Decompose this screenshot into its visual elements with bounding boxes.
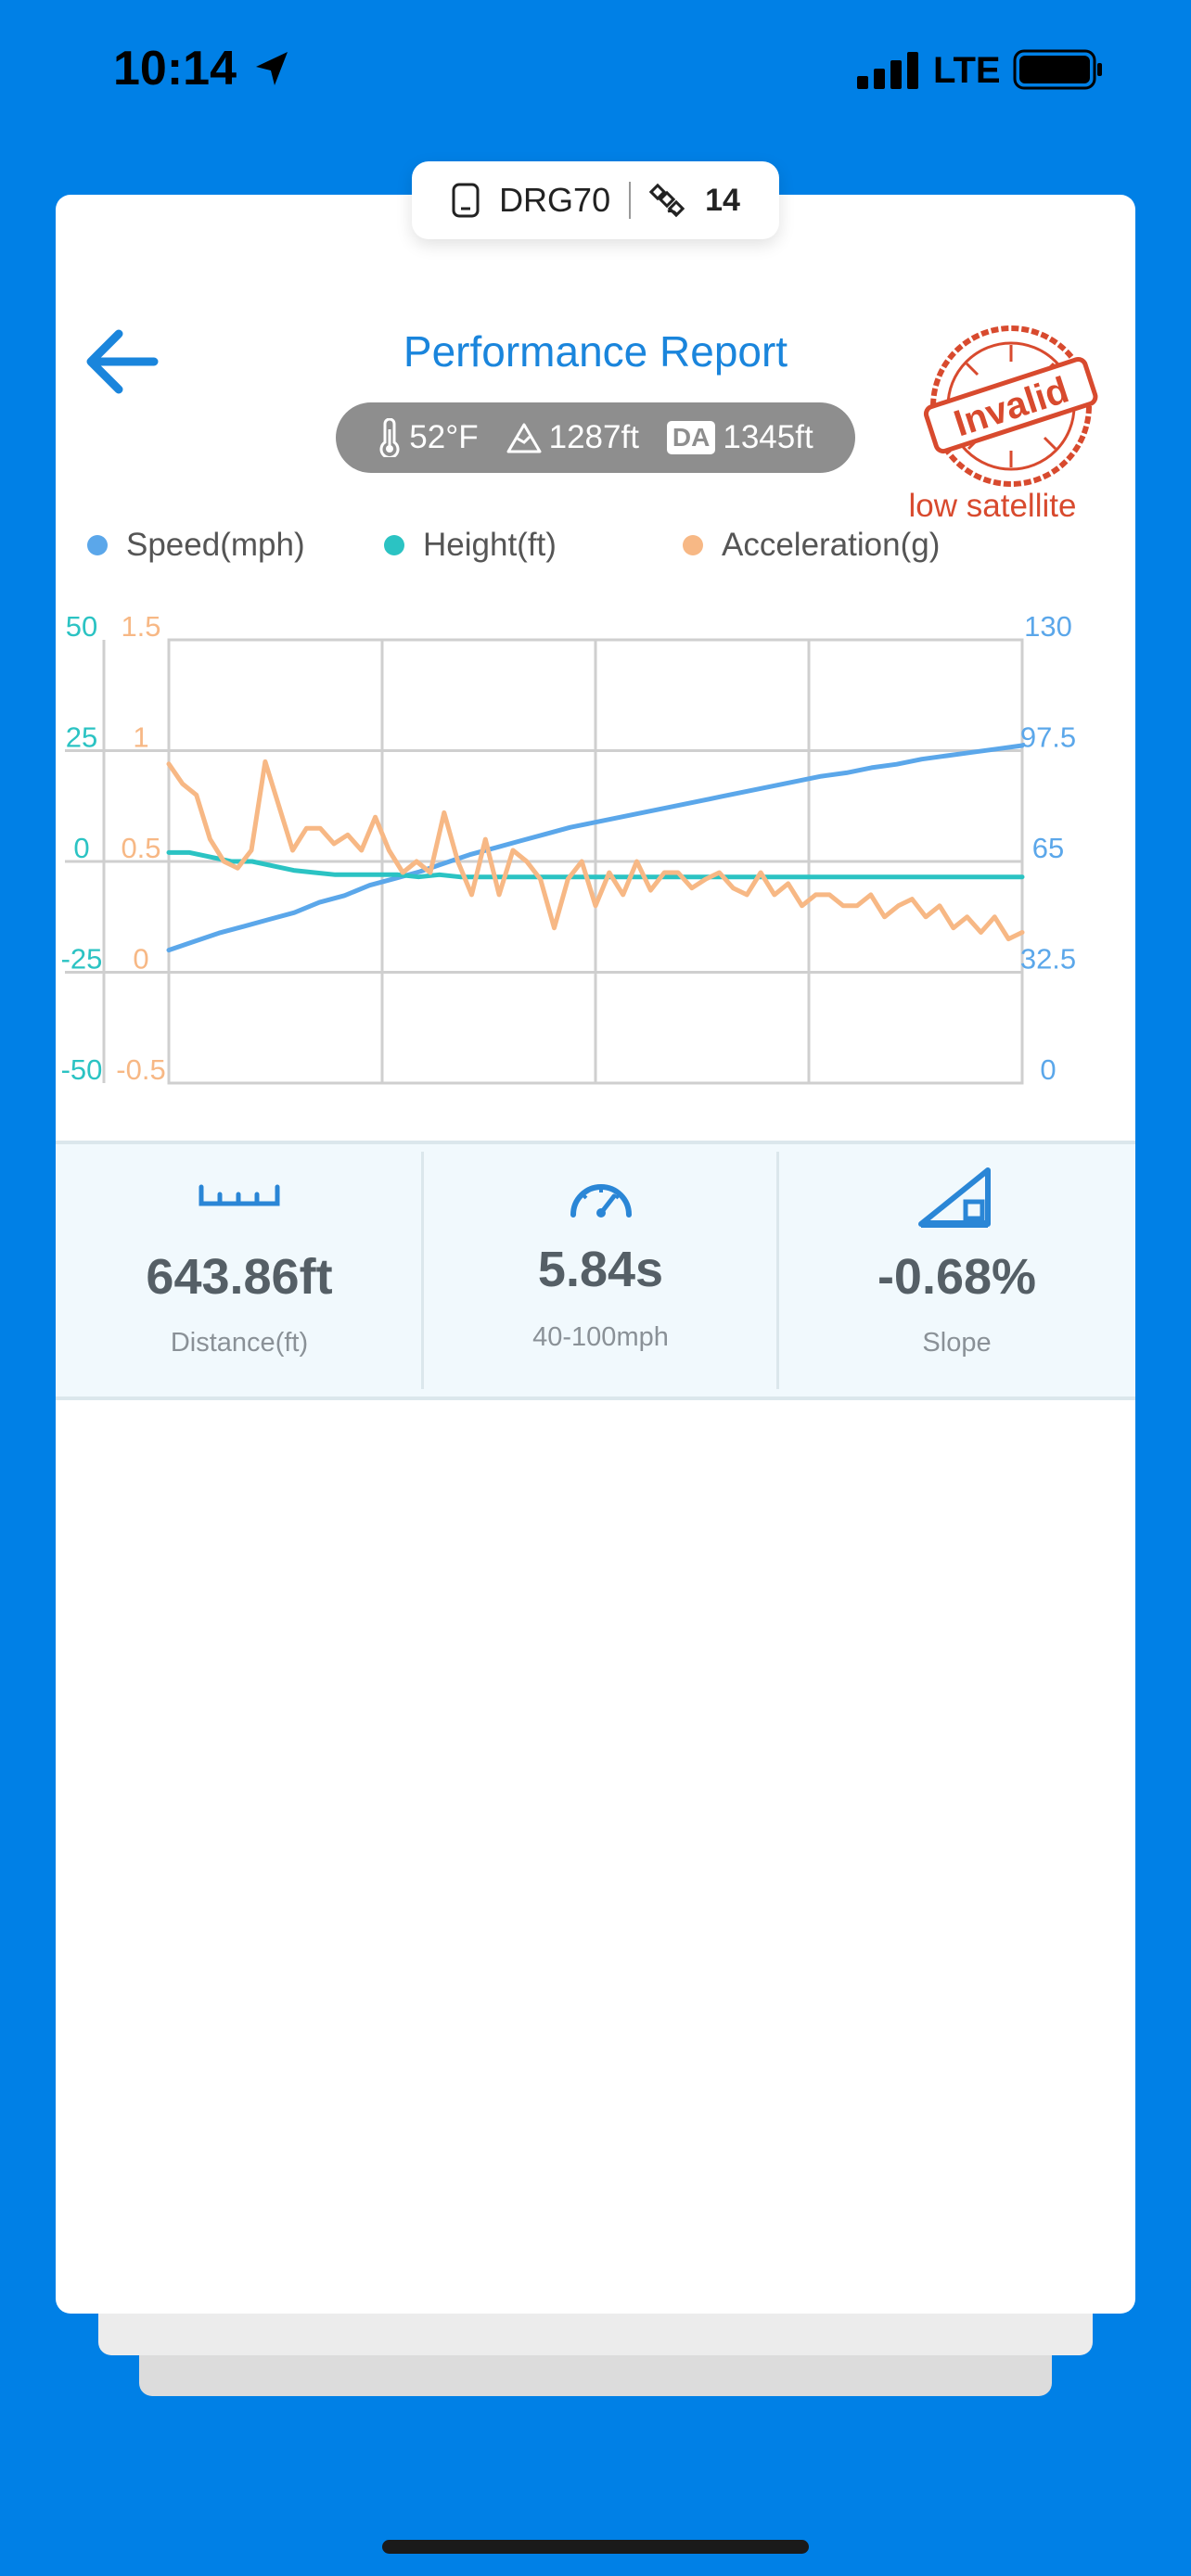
performance-chart: 50 25 0 -25 -50 1.5 1 0.5 0 -0.5 130 97.5 65 32.5 0 xyxy=(61,610,1077,1086)
distance-value: 643.86ft xyxy=(146,1249,333,1305)
legend-item-acceleration[interactable]: Acceleration(g) xyxy=(683,527,940,564)
thermometer-icon xyxy=(379,418,400,457)
clock: 10:14 xyxy=(113,42,237,96)
chart-legend: Speed(mph) Height(ft) Acceleration(g) xyxy=(87,527,1108,573)
ruler-icon xyxy=(198,1184,280,1206)
acceleration-time-value: 5.84s xyxy=(537,1242,664,1297)
series-line-speed xyxy=(166,743,1025,953)
network-type: LTE xyxy=(933,50,1001,91)
height-axis-tick: -50 xyxy=(61,1053,103,1086)
height-axis-tick: 50 xyxy=(66,610,97,643)
location-arrow-icon xyxy=(256,52,288,85)
divider xyxy=(629,182,632,219)
cellular-signal-icon xyxy=(857,52,918,89)
height-axis-tick: 0 xyxy=(73,832,89,864)
acceleration-time-label: 40-100mph xyxy=(532,1322,669,1352)
legend-item-speed[interactable]: Speed(mph) xyxy=(87,527,305,564)
legend-dot xyxy=(87,535,108,555)
legend-dot xyxy=(683,535,703,555)
speed-axis-tick: 0 xyxy=(1040,1053,1056,1086)
series-line-acceleration xyxy=(166,759,1025,942)
mountain-icon xyxy=(506,423,542,453)
battery-icon xyxy=(1013,49,1102,90)
legend-label: Speed(mph) xyxy=(126,527,305,563)
conditions-pill: 52°F 1287ft DA 1345ft xyxy=(336,402,855,473)
slope-label: Slope xyxy=(922,1328,992,1358)
device-name: DRG70 xyxy=(499,181,611,219)
home-indicator[interactable] xyxy=(382,2540,809,2554)
stat-acceleration-time: 5.84s 40-100mph xyxy=(423,1144,778,1396)
stat-divider xyxy=(776,1152,779,1389)
satellite-count: 14 xyxy=(705,182,740,218)
temperature-item: 52°F xyxy=(378,418,479,457)
altitude-item: 1287ft xyxy=(506,419,639,456)
acceleration-axis-tick: -0.5 xyxy=(116,1053,165,1086)
speed-axis-tick: 97.5 xyxy=(1020,721,1076,754)
acceleration-axis-tick: 1 xyxy=(133,721,148,754)
invalid-stamp: Invalid xyxy=(923,325,1098,487)
density-altitude-item: DA 1345ft xyxy=(666,419,813,456)
distance-label: Distance(ft) xyxy=(170,1328,309,1358)
device-icon xyxy=(452,183,480,218)
speed-axis-tick: 130 xyxy=(1024,610,1072,643)
density-altitude-badge: DA xyxy=(666,421,716,454)
satellite-icon xyxy=(649,183,685,218)
acceleration-axis-tick: 0.5 xyxy=(121,832,160,864)
stats-panel: 643.86ft Distance(ft) 5.84s 40-100mph -0… xyxy=(56,1141,1135,1400)
legend-label: Acceleration(g) xyxy=(722,527,941,563)
temperature-value: 52°F xyxy=(409,419,479,455)
density-altitude-value: 1345ft xyxy=(723,419,813,455)
page-title: Performance Report xyxy=(403,327,788,376)
speed-axis-tick: 65 xyxy=(1032,832,1064,864)
speed-axis-tick: 32.5 xyxy=(1020,943,1076,976)
acceleration-axis-tick: 0 xyxy=(133,943,148,976)
legend-dot xyxy=(384,535,404,555)
height-axis-tick: -25 xyxy=(61,943,103,976)
speedometer-icon xyxy=(570,1184,632,1218)
slope-icon xyxy=(918,1167,991,1228)
legend-label: Height(ft) xyxy=(423,527,557,563)
device-pill[interactable]: DRG70 14 xyxy=(412,161,779,239)
altitude-value: 1287ft xyxy=(548,419,639,455)
stat-slope: -0.68% Slope xyxy=(778,1144,1135,1396)
series-line-height xyxy=(166,849,1025,880)
stat-divider xyxy=(421,1152,424,1389)
height-axis-tick: 25 xyxy=(66,721,97,754)
low-satellite-warning: low satellite xyxy=(908,488,1077,524)
back-arrow-icon[interactable] xyxy=(82,326,160,397)
acceleration-axis-tick: 1.5 xyxy=(121,610,160,643)
status-bar: 10:14 LTE xyxy=(0,0,1191,139)
stat-distance: 643.86ft Distance(ft) xyxy=(56,1144,423,1396)
slope-value: -0.68% xyxy=(877,1249,1037,1305)
legend-item-height[interactable]: Height(ft) xyxy=(384,527,557,564)
